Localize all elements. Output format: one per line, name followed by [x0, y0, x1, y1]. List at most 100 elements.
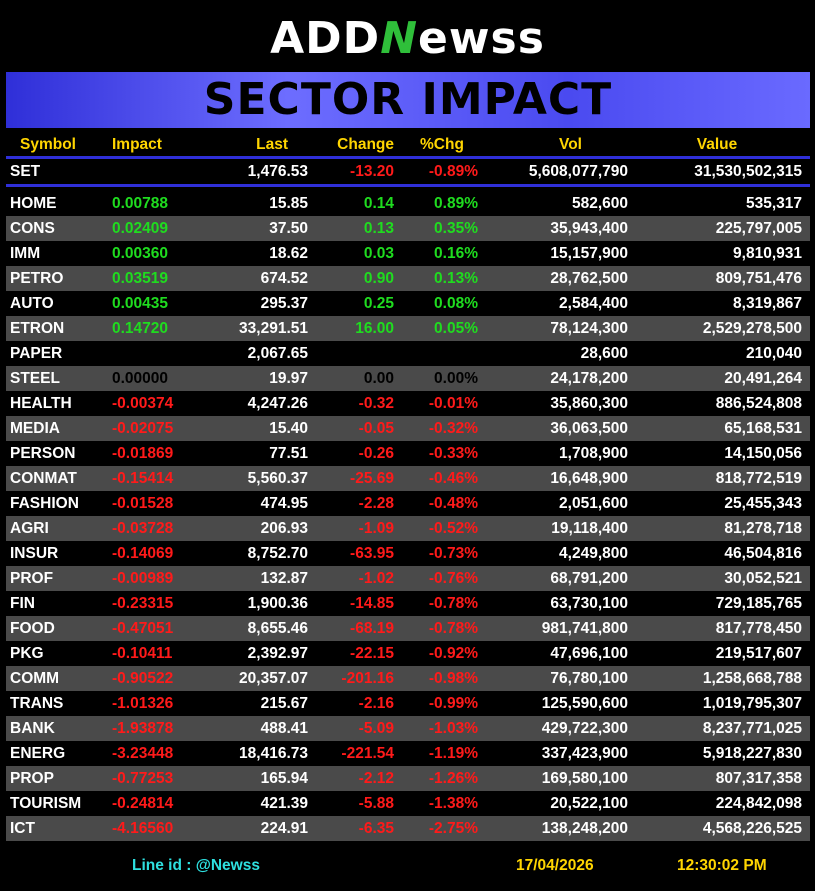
sector-value: 809,751,476: [632, 266, 810, 291]
sector-symbol: TRANS: [6, 691, 102, 716]
logo-text-n: N: [380, 13, 419, 64]
sector-value: 535,317: [632, 191, 810, 216]
sector-volume: 15,157,900: [482, 241, 632, 266]
sector-volume: 20,522,100: [482, 791, 632, 816]
sector-volume: 19,118,400: [482, 516, 632, 541]
sector-value: 8,237,771,025: [632, 716, 810, 741]
index-change: -13.20: [312, 159, 398, 184]
table-row: FOOD -0.47051 8,655.46 -68.19 -0.78% 981,741,…: [6, 616, 810, 641]
col-header-change: Change: [337, 135, 394, 153]
sector-pct-change: 0.89%: [398, 191, 482, 216]
sector-symbol: CONMAT: [6, 466, 102, 491]
sector-symbol: PKG: [6, 641, 102, 666]
sector-last: 132.87: [212, 566, 312, 591]
sector-pct-change: 0.13%: [398, 266, 482, 291]
sector-change: -5.09: [312, 716, 398, 741]
sector-last: 4,247.26: [212, 391, 312, 416]
sector-pct-change: 0.16%: [398, 241, 482, 266]
sector-impact: -0.47051: [102, 616, 212, 641]
sector-volume: 125,590,600: [482, 691, 632, 716]
sector-value: 30,052,521: [632, 566, 810, 591]
sector-pct-change: -2.75%: [398, 816, 482, 841]
sector-volume: 28,762,500: [482, 266, 632, 291]
table-row: AGRI -0.03728 206.93 -1.09 -0.52% 19,118,400 8…: [6, 516, 810, 541]
sector-symbol: PROF: [6, 566, 102, 591]
sector-volume: 36,063,500: [482, 416, 632, 441]
sector-change: -0.26: [312, 441, 398, 466]
table-row: TOURISM -0.24814 421.39 -5.88 -1.38% 20,522,1…: [6, 791, 810, 816]
table-row: CONMAT -0.15414 5,560.37 -25.69 -0.46% 16,648…: [6, 466, 810, 491]
sector-impact: 0.14720: [102, 316, 212, 341]
sector-symbol: HEALTH: [6, 391, 102, 416]
table-row: INSUR -0.14069 8,752.70 -63.95 -0.73% 4,249,8…: [6, 541, 810, 566]
sector-change: 16.00: [312, 316, 398, 341]
sector-volume: 138,248,200: [482, 816, 632, 841]
sector-last: 33,291.51: [212, 316, 312, 341]
sector-symbol: PETRO: [6, 266, 102, 291]
sector-symbol: COMM: [6, 666, 102, 691]
sector-symbol: PROP: [6, 766, 102, 791]
sector-pct-change: -1.19%: [398, 741, 482, 766]
sector-change: -22.15: [312, 641, 398, 666]
col-header-last: Last: [256, 135, 288, 153]
sector-pct-change: -0.92%: [398, 641, 482, 666]
sector-impact: -0.15414: [102, 466, 212, 491]
sector-volume: 4,249,800: [482, 541, 632, 566]
sector-pct-change: -0.78%: [398, 591, 482, 616]
table-row: ETRON 0.14720 33,291.51 16.00 0.05% 78,124,30…: [6, 316, 810, 341]
sector-last: 165.94: [212, 766, 312, 791]
sector-volume: 78,124,300: [482, 316, 632, 341]
sector-change: 0.03: [312, 241, 398, 266]
sector-impact: -0.14069: [102, 541, 212, 566]
sector-pct-change: 0.35%: [398, 216, 482, 241]
sector-last: 2,392.97: [212, 641, 312, 666]
sector-symbol: AGRI: [6, 516, 102, 541]
sector-volume: 337,423,900: [482, 741, 632, 766]
sector-impact: 0.03519: [102, 266, 212, 291]
sector-symbol: PERSON: [6, 441, 102, 466]
sector-last: 224.91: [212, 816, 312, 841]
sector-change: 0.13: [312, 216, 398, 241]
sector-impact: 0.02409: [102, 216, 212, 241]
sector-last: 77.51: [212, 441, 312, 466]
sector-symbol: AUTO: [6, 291, 102, 316]
sector-change: -14.85: [312, 591, 398, 616]
sector-impact: 0.00788: [102, 191, 212, 216]
sector-last: 5,560.37: [212, 466, 312, 491]
sector-pct-change: -0.48%: [398, 491, 482, 516]
table-row: ENERG -3.23448 18,416.73 -221.54 -1.19% 337,4…: [6, 741, 810, 766]
table-row: PAPER 2,067.65 28,600 210,040: [6, 341, 810, 366]
sector-last: 421.39: [212, 791, 312, 816]
sector-value: 9,810,931: [632, 241, 810, 266]
sector-volume: 68,791,200: [482, 566, 632, 591]
sector-change: -201.16: [312, 666, 398, 691]
sector-volume: 35,860,300: [482, 391, 632, 416]
table-row: PROP -0.77253 165.94 -2.12 -1.26% 169,580,100…: [6, 766, 810, 791]
sector-impact: -0.02075: [102, 416, 212, 441]
sector-symbol: FASHION: [6, 491, 102, 516]
sector-value: 20,491,264: [632, 366, 810, 391]
sector-pct-change: -0.99%: [398, 691, 482, 716]
sector-change: 0.14: [312, 191, 398, 216]
sector-volume: 981,741,800: [482, 616, 632, 641]
sector-last: 295.37: [212, 291, 312, 316]
footer-line-id: Line id : @Newss: [132, 857, 260, 874]
table-row: CONS 0.02409 37.50 0.13 0.35% 35,943,400 225,7…: [6, 216, 810, 241]
sector-change: -6.35: [312, 816, 398, 841]
sector-pct-change: -0.33%: [398, 441, 482, 466]
footer-bar: Line id : @Newss 17/04/2026 12:30:02 PM: [0, 857, 815, 881]
sector-change: 0.00: [312, 366, 398, 391]
sector-volume: 1,708,900: [482, 441, 632, 466]
sector-last: 20,357.07: [212, 666, 312, 691]
index-gap: [6, 187, 810, 191]
sector-volume: 47,696,100: [482, 641, 632, 666]
sector-value: 210,040: [632, 341, 810, 366]
sector-volume: 24,178,200: [482, 366, 632, 391]
sector-volume: 35,943,400: [482, 216, 632, 241]
sector-impact: -0.10411: [102, 641, 212, 666]
sector-volume: 28,600: [482, 341, 632, 366]
sector-value: 817,778,450: [632, 616, 810, 641]
sector-last: 2,067.65: [212, 341, 312, 366]
sector-impact: -0.90522: [102, 666, 212, 691]
sector-value: 1,258,668,788: [632, 666, 810, 691]
